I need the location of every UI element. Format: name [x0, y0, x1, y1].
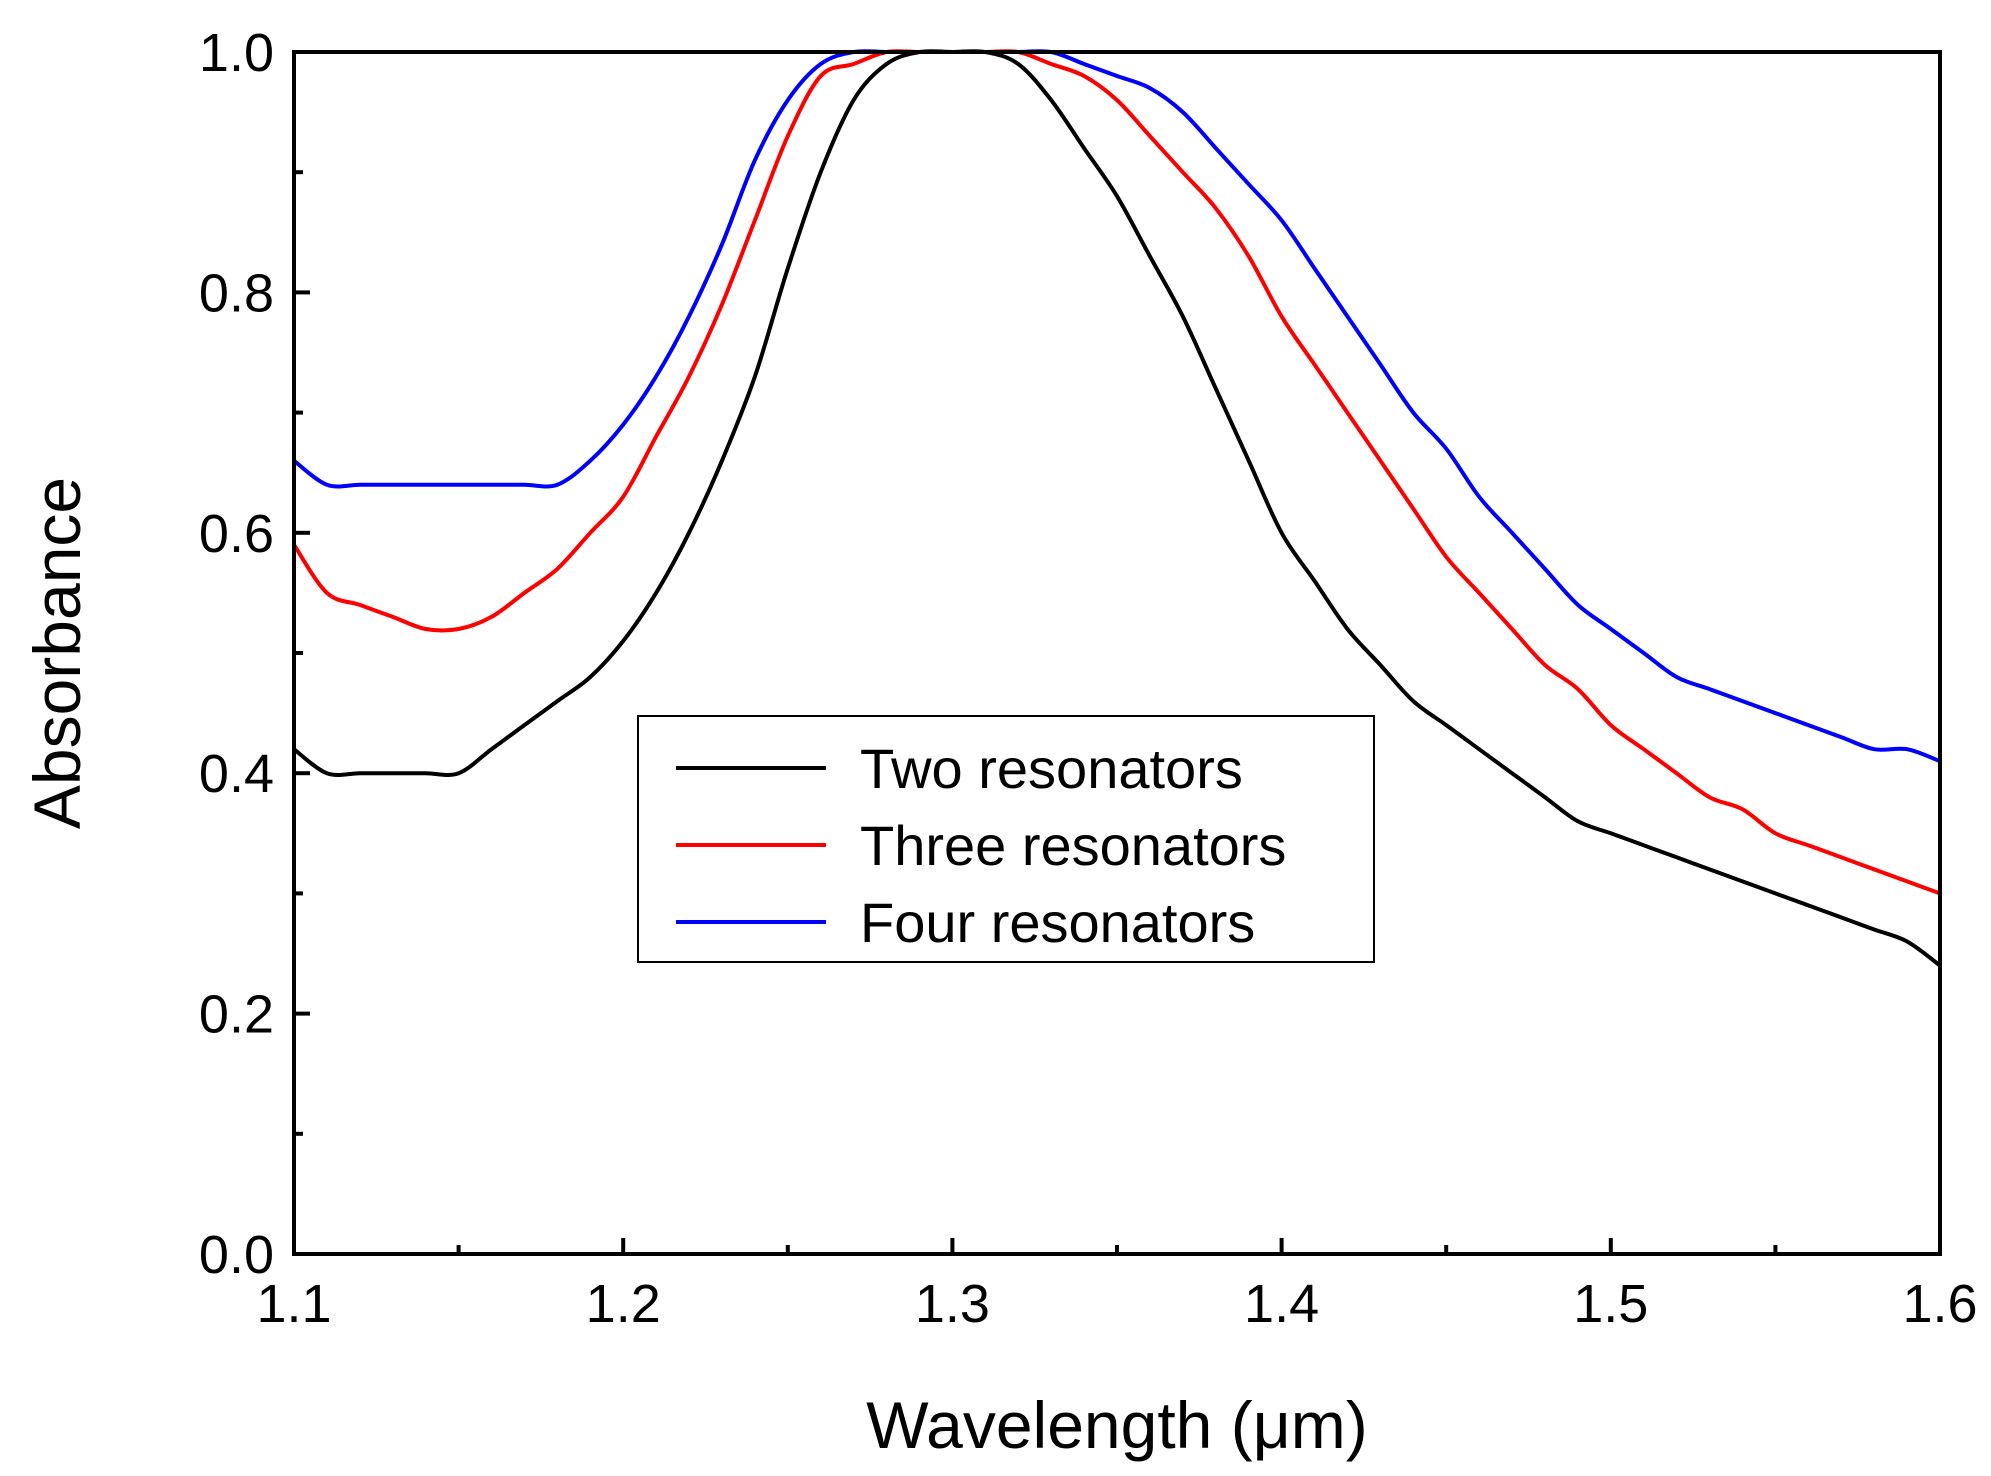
- legend-label: Three resonators: [860, 814, 1286, 877]
- legend-item-1: Two resonators: [676, 737, 1243, 800]
- x-tick-label: 1.1: [256, 1274, 331, 1334]
- legend-items: Two resonators Three resonators Four reson…: [676, 737, 1286, 954]
- y-tick-label: 0.4: [199, 744, 274, 804]
- y-tick-label: 0.6: [199, 504, 274, 564]
- y-tick-label: 0.2: [199, 985, 274, 1045]
- y-tick-label: 0.8: [199, 263, 274, 323]
- x-tick-label: 1.6: [1902, 1274, 1977, 1334]
- legend-label: Four resonators: [860, 891, 1255, 954]
- series-line-3: [292, 49, 1942, 764]
- x-tick-label: 1.2: [586, 1274, 661, 1334]
- y-axis-title: Absorbance: [20, 477, 94, 829]
- series-layer: [292, 49, 1942, 968]
- x-tick-label: 1.4: [1244, 1274, 1319, 1334]
- legend-item-3: Four resonators: [676, 891, 1255, 954]
- x-tick-label: 1.3: [915, 1274, 990, 1334]
- y-tick-label: 0.0: [199, 1225, 274, 1285]
- x-tick-label: 1.5: [1573, 1274, 1648, 1334]
- series-line-2: [292, 49, 1942, 896]
- y-tick-label: 1.0: [199, 23, 274, 83]
- tick-labels-layer: 1.1 1.2 1.3 1.4 1.5 1.6 0.0 0.2 0.4 0.6 0.8 1.0: [199, 23, 1978, 1334]
- legend: Two resonators Three resonators Four reson…: [637, 715, 1375, 963]
- x-axis-title: Wavelength (μm): [866, 1388, 1367, 1462]
- series-line-1: [292, 49, 1942, 968]
- ticks-layer: [292, 50, 1942, 1256]
- legend-label: Two resonators: [860, 737, 1243, 800]
- legend-item-2: Three resonators: [676, 814, 1286, 877]
